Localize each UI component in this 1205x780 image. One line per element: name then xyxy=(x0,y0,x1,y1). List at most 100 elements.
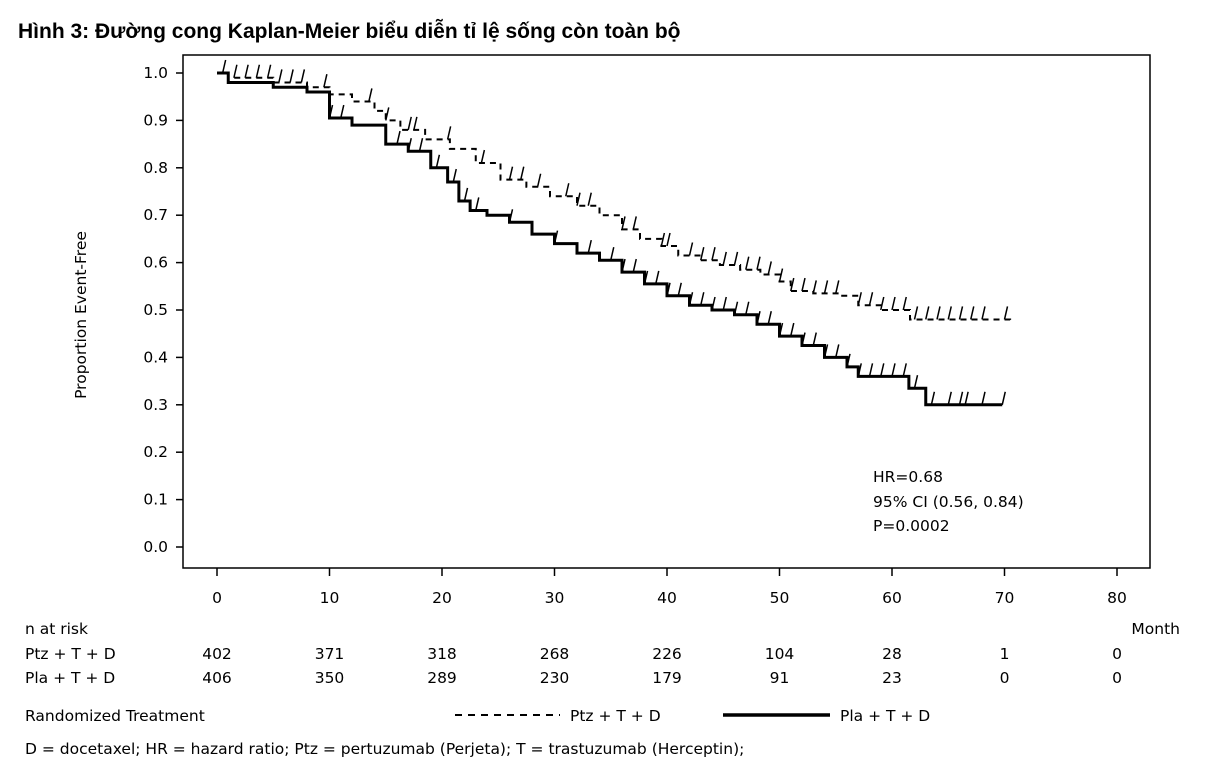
censor-mark xyxy=(958,306,964,320)
legend-title: Randomized Treatment xyxy=(25,707,205,725)
censor-mark xyxy=(868,363,874,377)
risk-row-label: Pla + T + D xyxy=(25,669,115,687)
x-tick-label: 10 xyxy=(320,589,340,607)
censor-mark xyxy=(891,363,896,377)
censor-mark xyxy=(958,391,964,405)
censor-mark xyxy=(733,301,739,315)
censor-mark xyxy=(823,280,829,294)
plot-frame xyxy=(182,54,1151,569)
censor-mark xyxy=(947,306,952,320)
censor-mark xyxy=(385,107,390,121)
censor-mark xyxy=(767,311,772,325)
censor-mark xyxy=(520,166,525,180)
y-tick-label: 0.5 xyxy=(143,301,168,319)
censor-mark xyxy=(733,251,739,266)
risk-count: 179 xyxy=(652,669,682,687)
censor-mark xyxy=(823,344,829,358)
censor-mark xyxy=(711,247,716,261)
censor-mark xyxy=(767,261,772,275)
censor-mark xyxy=(565,183,570,197)
y-tick-label: 0.0 xyxy=(143,538,168,556)
censor-mark xyxy=(340,104,345,119)
risk-count: 1 xyxy=(1000,645,1010,663)
censor-mark xyxy=(925,306,930,320)
censor-mark xyxy=(981,306,986,320)
censor-mark xyxy=(610,247,615,261)
censor-mark xyxy=(790,277,795,292)
km-curve-ptz xyxy=(217,72,1012,322)
censor-mark xyxy=(700,247,705,261)
risk-count: 318 xyxy=(427,645,457,663)
censor-mark xyxy=(587,192,592,206)
legend-label-pla: Pla + T + D xyxy=(840,707,930,725)
y-tick-label: 0.2 xyxy=(143,443,168,461)
censor-mark xyxy=(221,59,227,74)
censor-mark xyxy=(666,282,671,296)
risk-count: 104 xyxy=(765,645,795,663)
censor-mark xyxy=(891,296,896,311)
censor-mark xyxy=(745,256,750,270)
risk-row-label: Ptz + T + D xyxy=(25,645,116,663)
censor-mark xyxy=(244,64,249,78)
censor-mark xyxy=(902,296,907,311)
x-tick-label: 30 xyxy=(545,589,565,607)
censor-mark xyxy=(868,292,874,306)
censor-mark xyxy=(913,306,919,320)
annotation-hr: HR=0.68 xyxy=(873,468,943,486)
censor-mark xyxy=(981,391,986,405)
y-tick-label: 0.1 xyxy=(143,491,168,509)
censor-mark xyxy=(722,296,727,311)
annotation-ci: 95% CI (0.56, 0.84) xyxy=(873,493,1024,511)
censor-mark xyxy=(913,375,919,389)
censor-mark xyxy=(323,74,328,88)
censor-mark xyxy=(801,332,806,346)
censor-mark xyxy=(835,280,840,294)
km-curve-pla xyxy=(217,71,1003,407)
x-tick-label: 0 xyxy=(212,589,222,607)
risk-count: 350 xyxy=(315,669,345,687)
censor-mark xyxy=(655,270,660,285)
censor-mark xyxy=(688,242,694,256)
censor-mark xyxy=(857,292,862,306)
censor-mark xyxy=(632,258,637,273)
censor-mark xyxy=(857,363,862,377)
y-tick-label: 0.7 xyxy=(143,206,168,224)
censor-mark xyxy=(666,232,671,247)
censor-mark xyxy=(880,296,885,311)
censor-mark xyxy=(446,126,452,140)
censor-mark xyxy=(576,192,581,206)
censor-mark xyxy=(801,277,806,292)
censor-mark xyxy=(289,69,294,83)
censor-mark xyxy=(463,187,469,202)
censor-mark xyxy=(756,256,761,270)
censor-mark xyxy=(278,69,283,83)
censor-mark xyxy=(778,322,784,337)
y-tick-label: 0.8 xyxy=(143,159,168,177)
risk-table-header: n at risk xyxy=(25,620,88,638)
censor-mark xyxy=(643,270,649,285)
x-axis: 0 10 20 30 40 50 60 70 80 xyxy=(212,568,1127,607)
risk-count: 28 xyxy=(882,645,902,663)
censor-mark xyxy=(688,292,694,306)
x-tick-label: 80 xyxy=(1107,589,1127,607)
y-axis: 0.0 0.1 0.2 0.3 0.4 0.5 0.6 0.7 0.8 0.9 1.0 xyxy=(143,64,183,556)
censor-mark xyxy=(632,216,637,230)
y-tick-label: 0.4 xyxy=(143,348,168,366)
x-axis-label: Month xyxy=(1131,620,1180,638)
risk-count: 0 xyxy=(1112,669,1122,687)
censor-mark xyxy=(947,391,952,405)
y-tick-label: 1.0 xyxy=(143,64,168,82)
censor-mark xyxy=(452,168,457,183)
y-axis-label: Proportion Event-Free xyxy=(72,231,90,399)
censor-mark xyxy=(880,363,885,377)
y-tick-label: 0.9 xyxy=(143,111,168,129)
censor-mark xyxy=(413,116,418,131)
censor-mark xyxy=(677,282,682,296)
risk-count: 406 xyxy=(202,669,232,687)
censor-mark xyxy=(480,149,486,164)
censor-mark xyxy=(536,173,542,187)
risk-count: 0 xyxy=(1112,645,1122,663)
censor-mark xyxy=(368,88,373,102)
censor-mark xyxy=(846,353,851,368)
